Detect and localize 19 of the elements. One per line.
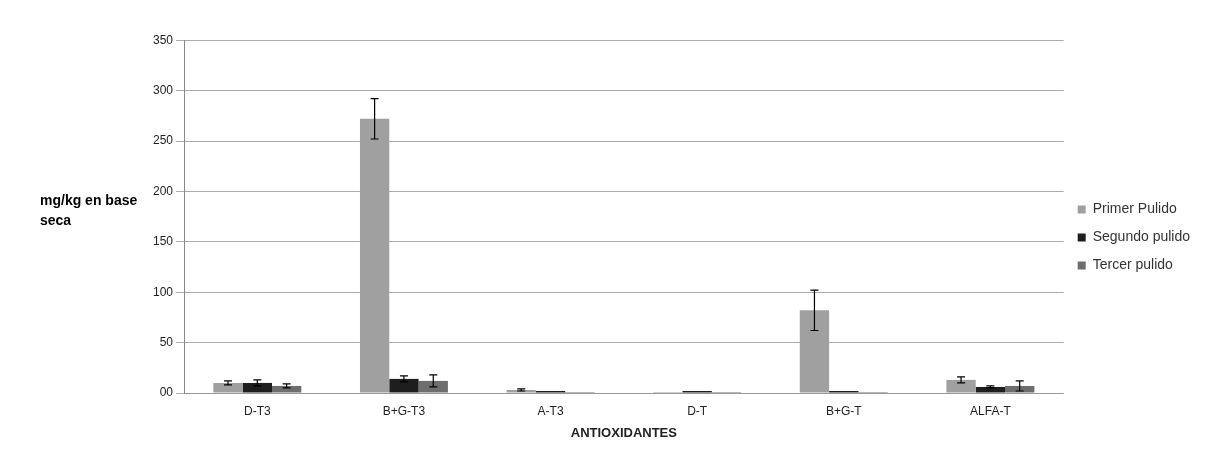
y-tick-label: 50	[159, 334, 174, 349]
y-tick-label: 100	[152, 284, 174, 299]
legend-label: Segundo pulido	[1092, 228, 1191, 245]
x-tick-label: B+G-T3	[382, 403, 426, 418]
y-tick-label: 00	[159, 385, 174, 400]
y-tick-label: 150	[152, 234, 174, 249]
legend-label: Tercer pulido	[1092, 256, 1174, 273]
y-tick-label: 200	[152, 183, 174, 198]
x-tick-label: D-T3	[243, 403, 271, 418]
x-tick-label: ALFA-T	[970, 403, 1012, 418]
x-axis-title: ANTIOXIDANTES	[570, 424, 678, 440]
x-tick-label: D-T	[687, 403, 708, 418]
y-tick-label: 300	[152, 82, 174, 97]
y-axis-title: mg/kg en base seca	[40, 191, 139, 230]
legend-label: Primer Pulido	[1092, 200, 1177, 217]
y-tick-label: 350	[152, 32, 174, 47]
x-tick-label: B+G-T	[825, 403, 863, 418]
x-tick-label: A-T3	[537, 403, 564, 418]
y-tick-label: 250	[152, 133, 174, 148]
